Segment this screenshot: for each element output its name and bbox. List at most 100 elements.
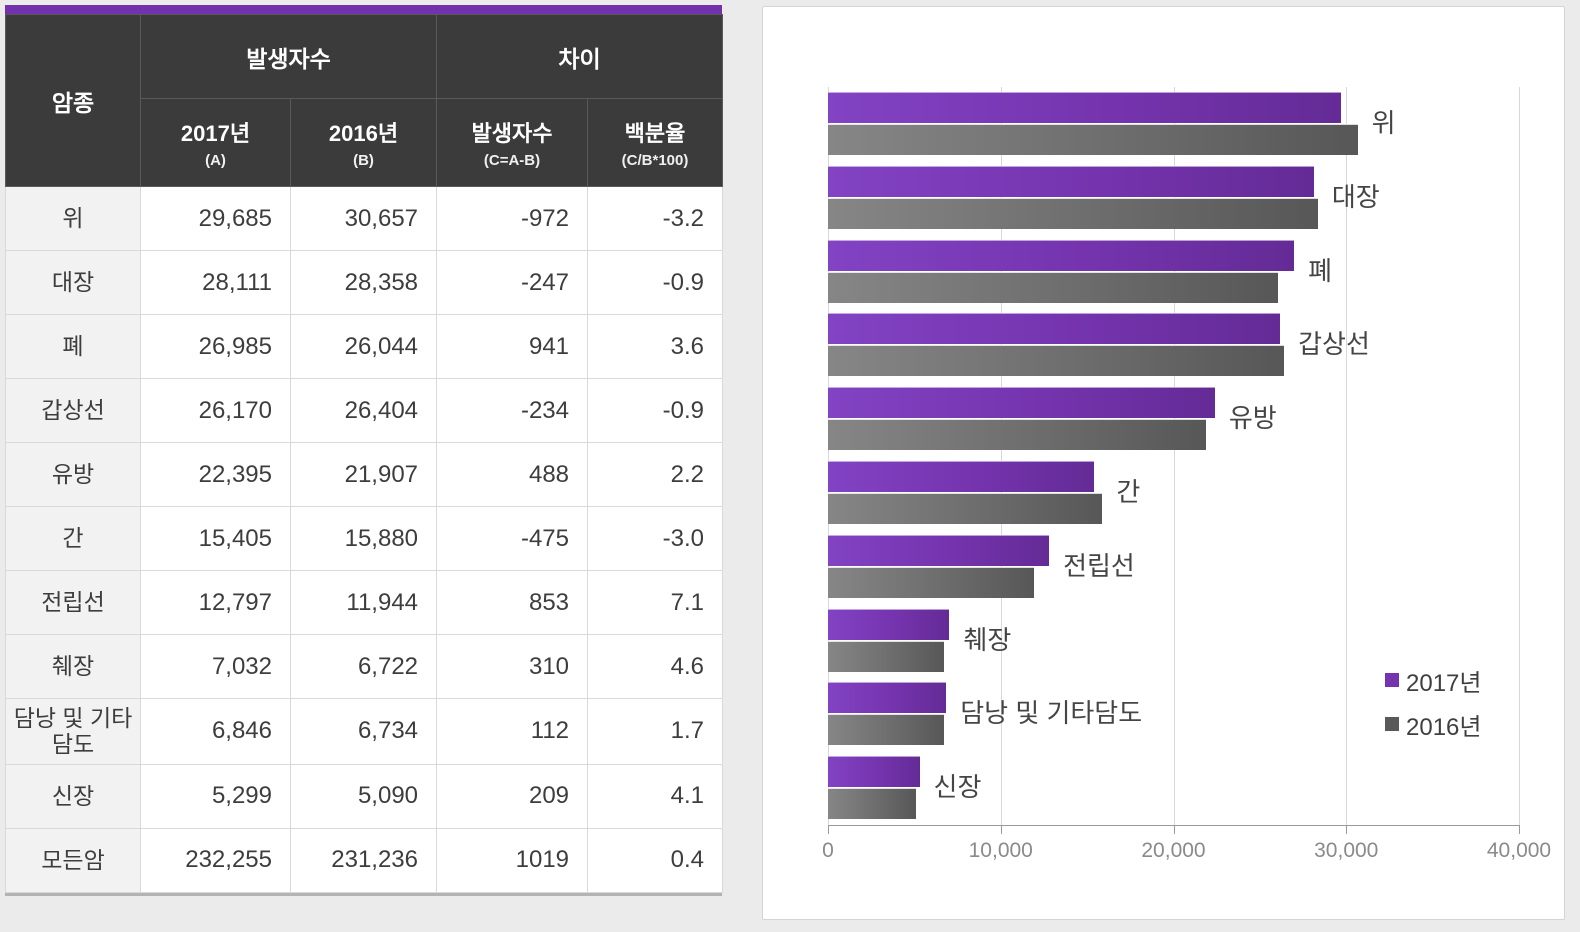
value-cell: 941	[436, 314, 589, 379]
bar-group: 유방	[828, 382, 1519, 456]
table-card: 암종 발생자수 차이 2017년 (A) 2016년 (B) 발생자수	[5, 5, 724, 896]
value-cell: -3.2	[587, 186, 724, 251]
bar-2017	[828, 756, 920, 788]
value-cell: 6,734	[289, 698, 438, 765]
gridline	[1346, 87, 1348, 825]
row-label-cell: 신장	[5, 763, 141, 829]
row-label-cell: 췌장	[5, 634, 141, 699]
value-cell: 6,722	[289, 634, 438, 699]
header-diff-pct: 백분율 (C/B*100)	[587, 98, 724, 187]
x-axis-tick-label: 30,000	[1314, 839, 1379, 862]
bar-2017	[828, 387, 1215, 419]
bar-category-label: 췌장	[963, 624, 1012, 655]
value-cell: 4.1	[587, 763, 724, 829]
axis-tick	[828, 825, 829, 834]
value-cell: 112	[436, 698, 589, 765]
value-cell: 15,880	[289, 506, 438, 571]
table-row: 모든암 232,255 231,236 1019 0.4	[5, 827, 724, 893]
bar-2016	[828, 345, 1285, 377]
value-cell: 15,405	[140, 506, 291, 571]
bar-category-label: 대장	[1331, 181, 1380, 212]
value-cell: 26,170	[140, 378, 291, 443]
header-diff-cases: 발생자수 (C=A-B)	[436, 98, 589, 187]
value-cell: 5,090	[289, 763, 438, 829]
value-cell: -234	[436, 378, 589, 443]
bar-2016	[828, 566, 1035, 598]
value-cell: 7,032	[140, 634, 291, 699]
gridline	[1519, 87, 1520, 825]
bar-2017	[828, 239, 1295, 271]
x-axis-tick-label: 10,000	[968, 839, 1033, 862]
row-label-cell: 위	[5, 186, 141, 251]
bar-2017	[828, 461, 1095, 492]
header-group-cases: 발생자수	[139, 14, 438, 99]
value-cell: 4.6	[587, 634, 724, 699]
header-2017-note: (A)	[205, 152, 226, 169]
header-diff-cases-note: (C=A-B)	[483, 152, 541, 169]
gridline	[1173, 87, 1175, 825]
bar-2016	[828, 493, 1103, 524]
value-cell: 28,111	[140, 250, 291, 315]
bar-2017	[828, 313, 1281, 345]
x-axis-line	[828, 825, 1520, 826]
value-cell: 209	[436, 763, 589, 829]
value-cell: -3.0	[587, 506, 724, 571]
axis-tick	[1519, 825, 1520, 834]
table-row: 담낭 및 기타담도 6,846 6,734 112 1.7	[5, 698, 724, 765]
bar-2016	[828, 714, 945, 746]
bar-group: 췌장	[828, 604, 1519, 678]
row-label-cell: 간	[5, 506, 141, 571]
bar-2017	[828, 608, 950, 640]
value-cell: 6,846	[140, 698, 291, 765]
axis-tick	[1173, 825, 1175, 834]
table-row: 위 29,685 30,657 -972 -3.2	[5, 186, 724, 251]
value-cell: 30,657	[289, 186, 438, 251]
bar-2017	[828, 534, 1050, 566]
value-cell: 1.7	[587, 698, 724, 765]
chart-legend: 2017년 2016년	[1385, 663, 1481, 751]
row-label-cell: 전립선	[5, 570, 141, 635]
bar-category-label: 유방	[1228, 403, 1277, 434]
bar-2017	[828, 165, 1314, 197]
axis-tick	[1346, 825, 1348, 834]
table-row: 유방 22,395 21,907 488 2.2	[5, 442, 724, 507]
x-axis-tick-label: 20,000	[1141, 839, 1206, 862]
bar-2016	[828, 124, 1358, 155]
bar-category-label: 신장	[933, 772, 982, 803]
legend-label: 2017년	[1406, 669, 1482, 697]
value-cell: 21,907	[289, 442, 438, 507]
table-row: 췌장 7,032 6,722 310 4.6	[5, 634, 724, 699]
value-cell: 7.1	[587, 570, 724, 635]
bar-category-label: 전립선	[1063, 550, 1135, 581]
value-cell: 1019	[436, 827, 589, 893]
table-body: 위 29,685 30,657 -972 -3.2 대장 28,111 28,358 -247-…	[5, 186, 724, 893]
legend-swatch-2017년	[1385, 673, 1399, 687]
value-cell: 488	[436, 442, 589, 507]
bar-2017	[828, 682, 947, 714]
bar-group: 담낭 및 기타담도	[828, 677, 1519, 751]
plot-area: 위 대장 폐 갑상선 유방 간 전립선 췌장 담낭 및 기타담도 신장	[828, 87, 1520, 834]
value-cell: 28,358	[289, 250, 438, 315]
bar-group: 대장	[828, 161, 1519, 235]
row-label-cell: 대장	[5, 250, 141, 315]
value-cell: 310	[436, 634, 589, 699]
bar-2016	[828, 419, 1207, 451]
bar-category-label: 위	[1371, 108, 1396, 138]
row-label-cell: 유방	[5, 442, 141, 507]
legend-swatch-2016년	[1385, 717, 1399, 731]
value-cell: 12,797	[140, 570, 291, 635]
bar-group: 폐	[828, 235, 1519, 309]
value-cell: -0.9	[587, 250, 724, 315]
table-row: 갑상선 26,170 26,404 -234 -0.9	[5, 378, 724, 443]
header-2017: 2017년 (A)	[140, 98, 291, 187]
x-axis-tick-label: 0	[822, 839, 834, 862]
bar-category-label: 담낭 및 기타담도	[960, 698, 1143, 729]
bar-group: 전립선	[828, 530, 1519, 604]
value-cell: 26,404	[289, 378, 438, 443]
value-cell: -972	[436, 186, 589, 251]
bar-category-label: 폐	[1308, 255, 1333, 286]
row-label-cell: 모든암	[5, 827, 141, 893]
gridline	[828, 87, 829, 825]
value-cell: 5,299	[140, 763, 291, 829]
header-group-diff: 차이	[436, 14, 724, 99]
